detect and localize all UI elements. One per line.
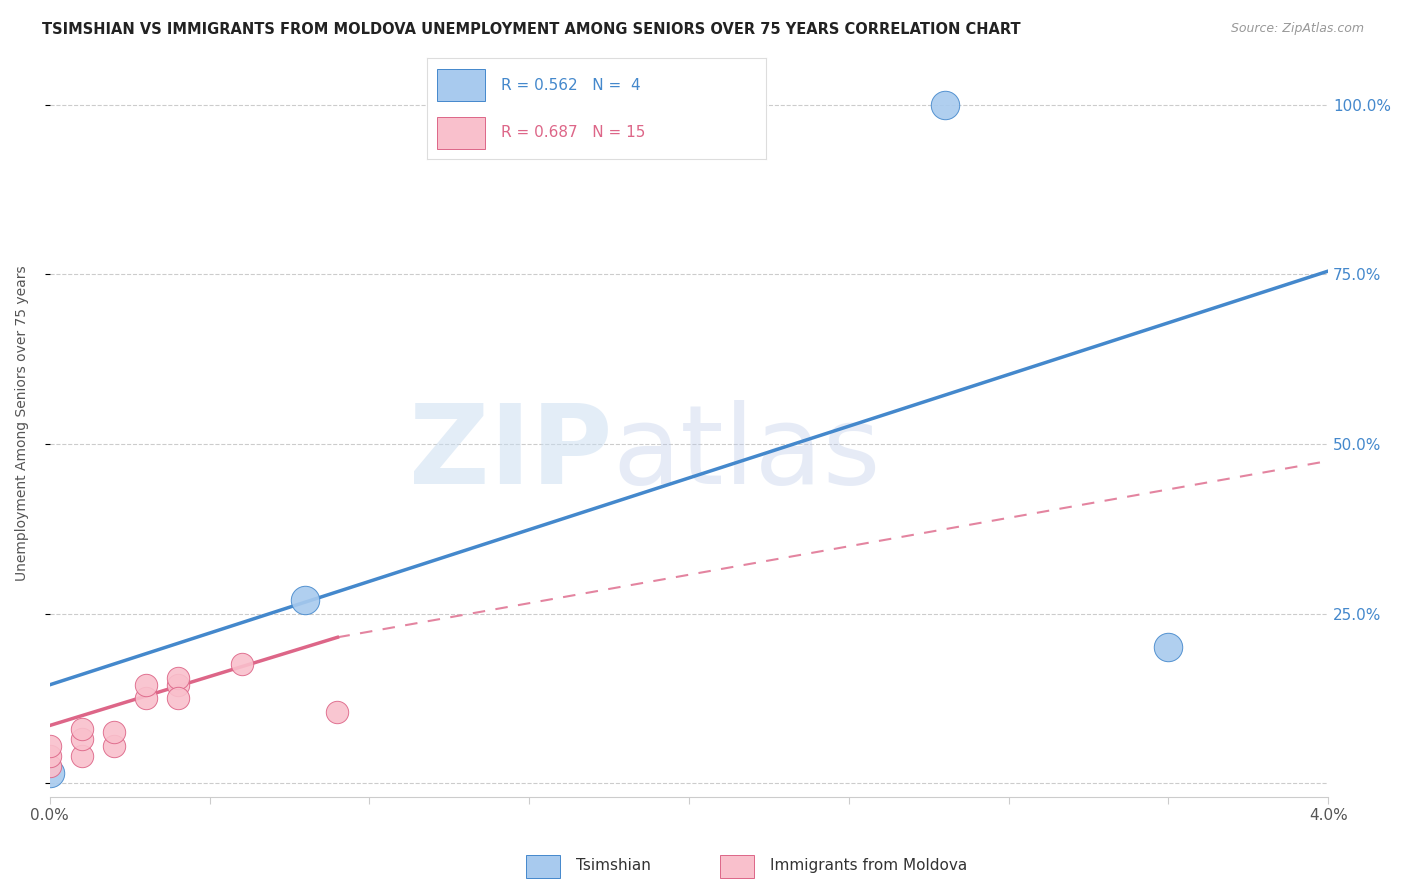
Point: [70, 722, 93, 736]
Y-axis label: Unemployment Among Seniors over 75 years: Unemployment Among Seniors over 75 years: [15, 266, 30, 582]
Text: Immigrants from Moldova: Immigrants from Moldova: [770, 858, 967, 872]
Point: [135, 678, 157, 692]
Point: [166, 678, 188, 692]
Point: [166, 671, 188, 685]
Text: atlas: atlas: [612, 400, 880, 507]
Point: [326, 705, 349, 719]
Point: [38, 739, 60, 753]
Point: [294, 593, 316, 607]
Point: [38, 766, 60, 780]
Point: [1157, 640, 1180, 655]
Point: [70, 732, 93, 747]
Point: [166, 691, 188, 706]
Point: [38, 759, 60, 773]
Point: [70, 749, 93, 764]
FancyBboxPatch shape: [526, 855, 560, 878]
Point: [103, 725, 125, 739]
FancyBboxPatch shape: [720, 855, 754, 878]
Text: ZIP: ZIP: [409, 400, 612, 507]
Text: Tsimshian: Tsimshian: [576, 858, 651, 872]
Point: [231, 657, 253, 672]
Text: TSIMSHIAN VS IMMIGRANTS FROM MOLDOVA UNEMPLOYMENT AMONG SENIORS OVER 75 YEARS CO: TSIMSHIAN VS IMMIGRANTS FROM MOLDOVA UNE…: [42, 22, 1021, 37]
Point: [934, 98, 956, 112]
Point: [103, 739, 125, 753]
Point: [38, 749, 60, 764]
Text: Source: ZipAtlas.com: Source: ZipAtlas.com: [1230, 22, 1364, 36]
Point: [135, 691, 157, 706]
